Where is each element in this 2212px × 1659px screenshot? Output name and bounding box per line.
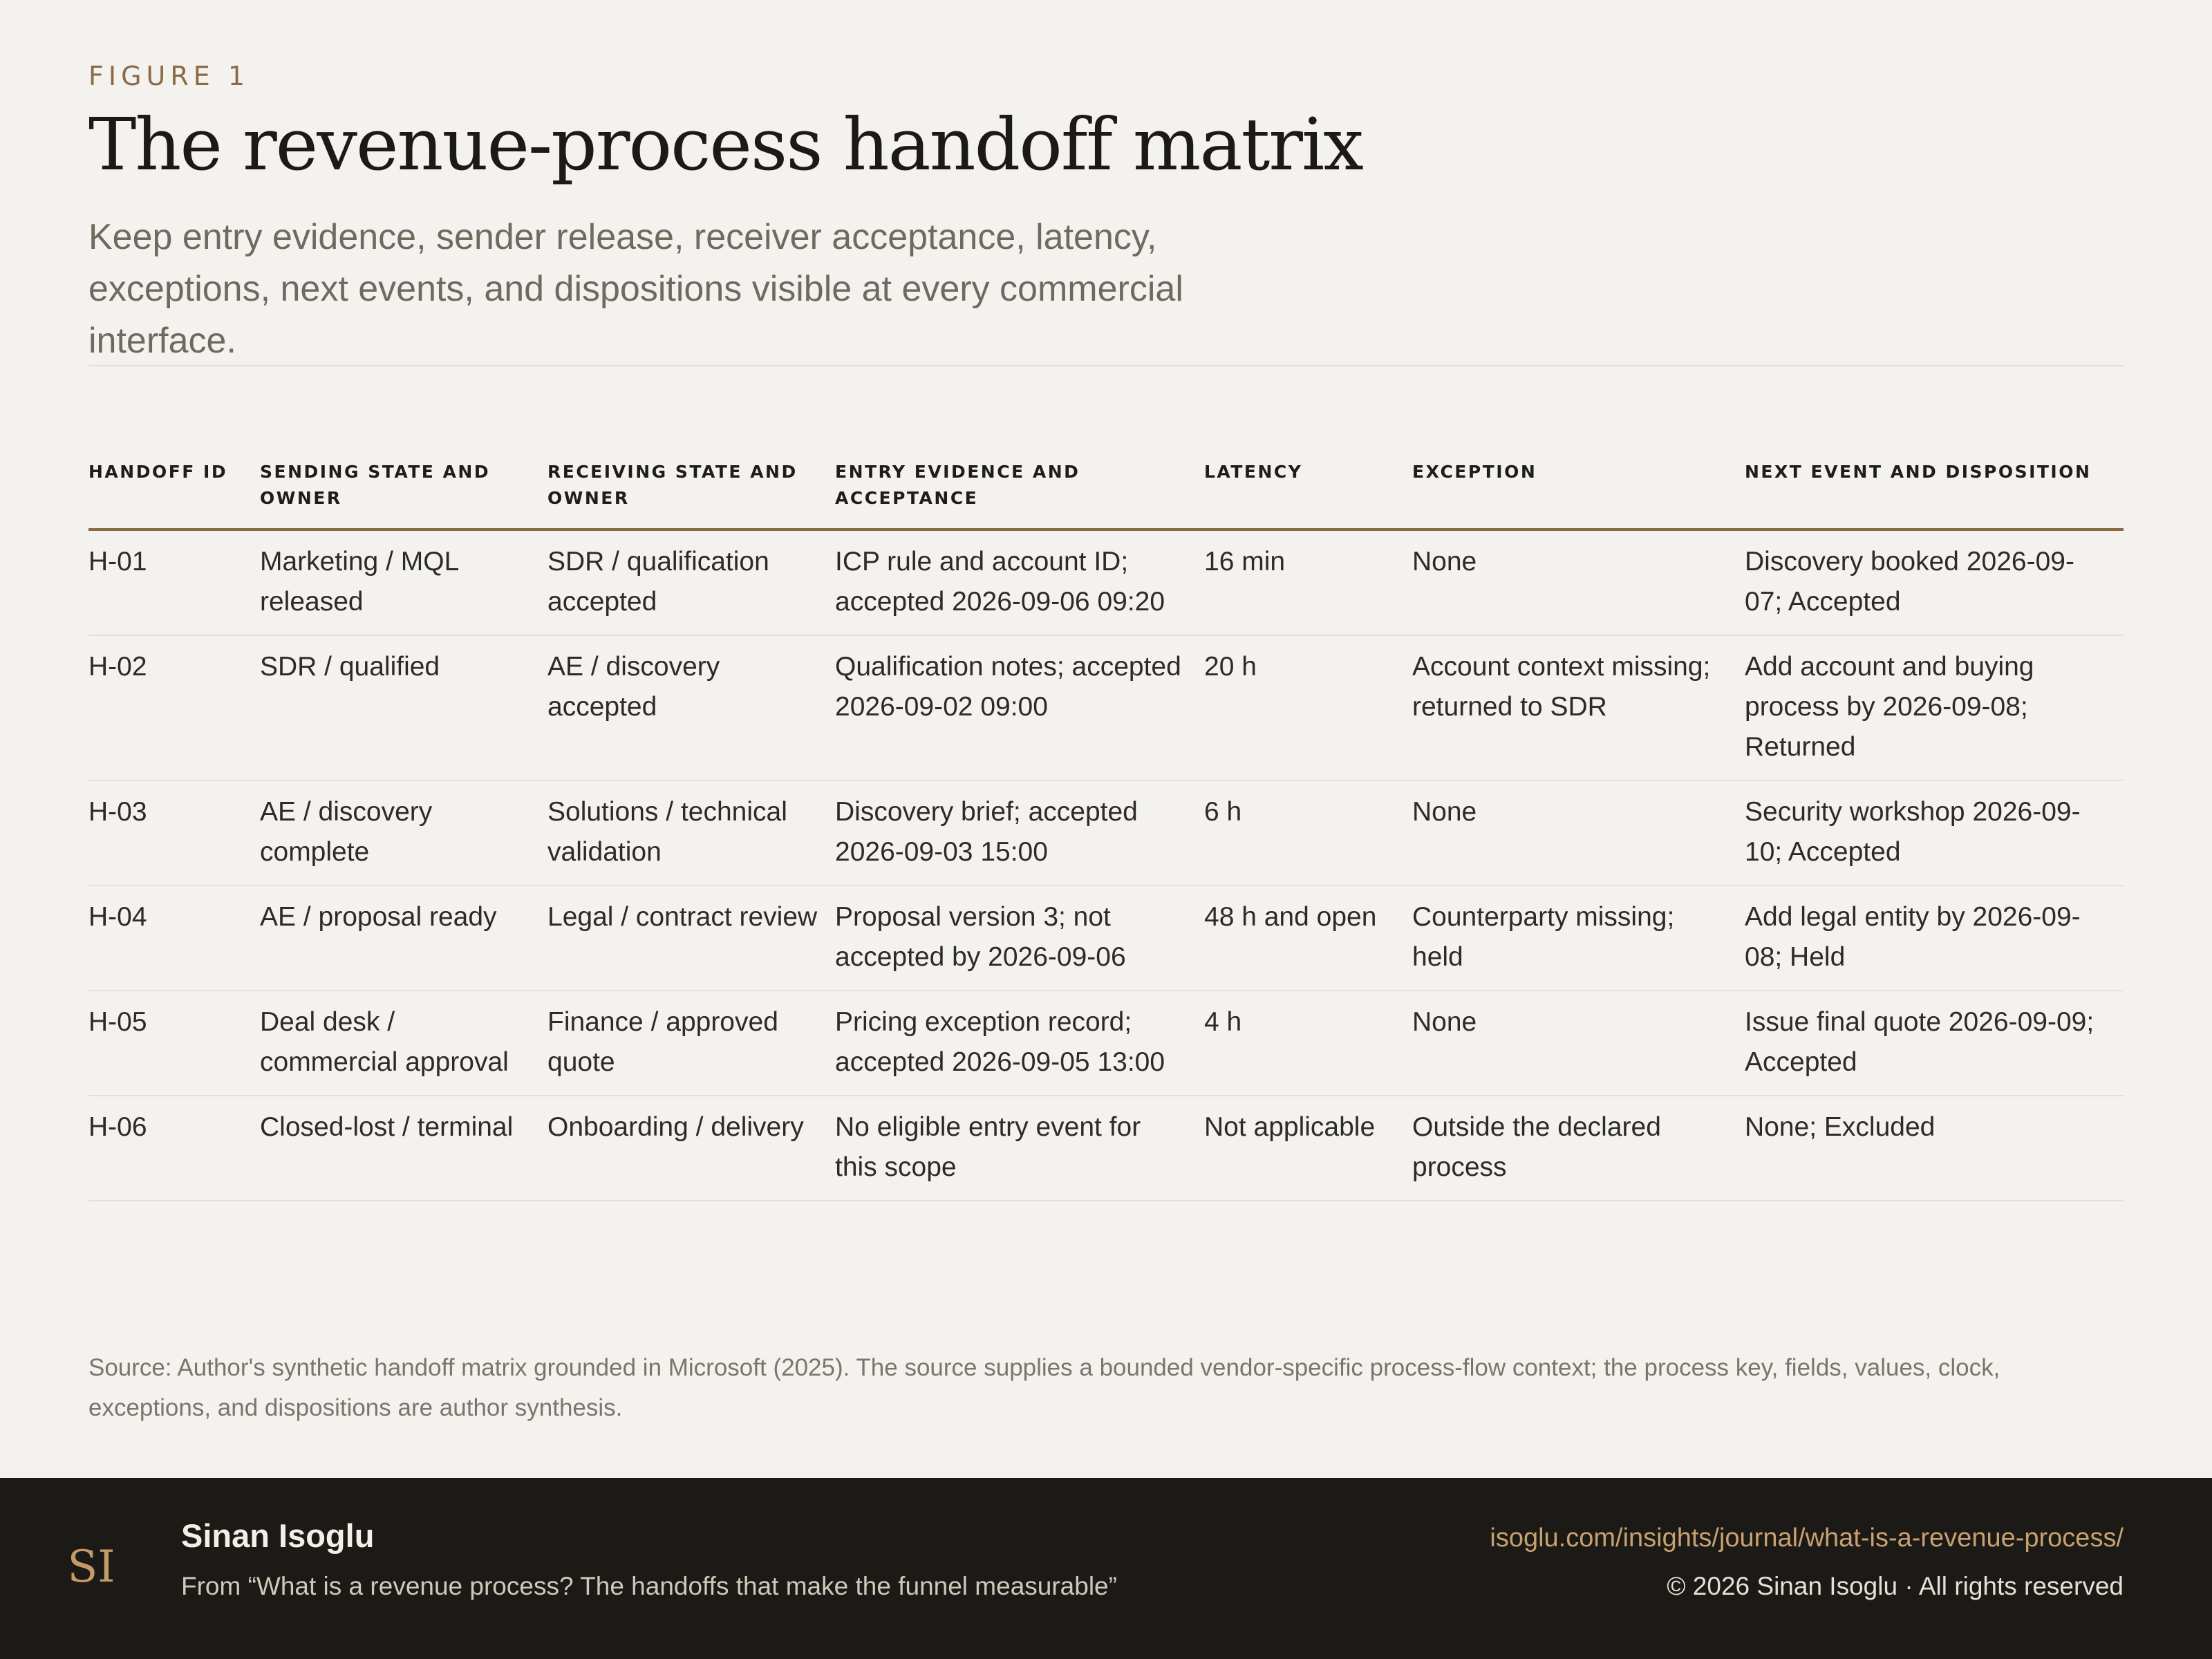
exception-cell: None bbox=[1412, 780, 1745, 886]
author-monogram-logo: SI bbox=[67, 1541, 115, 1593]
author-name: Sinan Isoglu bbox=[181, 1517, 375, 1554]
exception-cell: Counterparty missing; held bbox=[1412, 885, 1745, 991]
receiving-state-cell: Onboarding / delivery bbox=[547, 1096, 835, 1201]
table-header-row: HANDOFF ID SENDING STATE AND OWNER RECEI… bbox=[88, 449, 2124, 531]
table-row: H-04 AE / proposal ready Legal / contrac… bbox=[88, 885, 2124, 991]
entry-evidence-cell: ICP rule and account ID; accepted 2026-0… bbox=[835, 529, 1204, 636]
column-header: LATENCY bbox=[1204, 449, 1412, 531]
sending-state-cell: Closed-lost / terminal bbox=[260, 1096, 547, 1201]
exception-cell: None bbox=[1412, 991, 1745, 1096]
table-row: H-02 SDR / qualified AE / discovery acce… bbox=[88, 635, 2124, 781]
exception-cell: Account context missing; returned to SDR bbox=[1412, 635, 1745, 781]
latency-cell: 6 h bbox=[1204, 780, 1412, 886]
copyright-notice: © 2026 Sinan Isoglu · All rights reserve… bbox=[1667, 1572, 2124, 1600]
handoff-id-cell: H-02 bbox=[88, 635, 260, 781]
receiving-state-cell: AE / discovery accepted bbox=[547, 635, 835, 781]
receiving-state-cell: Finance / approved quote bbox=[547, 991, 835, 1096]
latency-cell: 4 h bbox=[1204, 991, 1412, 1096]
next-event-cell: Discovery booked 2026-09-07; Accepted bbox=[1745, 529, 2124, 636]
column-header: RECEIVING STATE AND OWNER bbox=[547, 449, 835, 531]
entry-evidence-cell: Discovery brief; accepted 2026-09-03 15:… bbox=[835, 780, 1204, 886]
receiving-state-cell: SDR / qualification accepted bbox=[547, 529, 835, 636]
entry-evidence-cell: No eligible entry event for this scope bbox=[835, 1096, 1204, 1201]
article-link[interactable]: isoglu.com/insights/journal/what-is-a-re… bbox=[1490, 1524, 2124, 1553]
page-title: The revenue-process handoff matrix bbox=[88, 102, 1364, 187]
sending-state-cell: SDR / qualified bbox=[260, 635, 547, 781]
svg-text:SI: SI bbox=[67, 1541, 115, 1593]
figure-label: FIGURE 1 bbox=[88, 61, 250, 91]
article-reference: From “What is a revenue process? The han… bbox=[181, 1572, 1117, 1600]
latency-cell: 20 h bbox=[1204, 635, 1412, 781]
column-header: ENTRY EVIDENCE AND ACCEPTANCE bbox=[835, 449, 1204, 531]
table-row: H-01 Marketing / MQL released SDR / qual… bbox=[88, 529, 2124, 636]
sending-state-cell: Deal desk / commercial approval bbox=[260, 991, 547, 1096]
column-header: EXCEPTION bbox=[1412, 449, 1745, 531]
sending-state-cell: AE / proposal ready bbox=[260, 885, 547, 991]
sending-state-cell: AE / discovery complete bbox=[260, 780, 547, 886]
page-subtitle: Keep entry evidence, sender release, rec… bbox=[88, 217, 1183, 361]
next-event-cell: Add legal entity by 2026-09-08; Held bbox=[1745, 885, 2124, 991]
latency-cell: 16 min bbox=[1204, 529, 1412, 636]
entry-evidence-cell: Qualification notes; accepted 2026-09-02… bbox=[835, 635, 1204, 781]
table-row: H-03 AE / discovery complete Solutions /… bbox=[88, 780, 2124, 886]
next-event-cell: None; Excluded bbox=[1745, 1096, 2124, 1201]
header-divider bbox=[88, 365, 2124, 366]
column-header: SENDING STATE AND OWNER bbox=[260, 449, 547, 531]
exception-cell: Outside the declared process bbox=[1412, 1096, 1745, 1201]
table-row: H-05 Deal desk / commercial approval Fin… bbox=[88, 991, 2124, 1096]
receiving-state-cell: Solutions / technical validation bbox=[547, 780, 835, 886]
entry-evidence-cell: Pricing exception record; accepted 2026-… bbox=[835, 991, 1204, 1096]
handoff-id-cell: H-03 bbox=[88, 780, 260, 886]
source-note: Source: Author's synthetic handoff matri… bbox=[88, 1354, 2000, 1421]
sending-state-cell: Marketing / MQL released bbox=[260, 529, 547, 636]
handoff-id-cell: H-05 bbox=[88, 991, 260, 1096]
column-header: HANDOFF ID bbox=[88, 449, 260, 531]
handoff-matrix-table: HANDOFF ID SENDING STATE AND OWNER RECEI… bbox=[88, 449, 2124, 1201]
handoff-id-cell: H-01 bbox=[88, 529, 260, 636]
latency-cell: Not applicable bbox=[1204, 1096, 1412, 1201]
page-footer: SI Sinan Isoglu From “What is a revenue … bbox=[0, 1478, 2212, 1659]
latency-cell: 48 h and open bbox=[1204, 885, 1412, 991]
column-header: NEXT EVENT AND DISPOSITION bbox=[1745, 449, 2124, 531]
table-row: H-06 Closed-lost / terminal Onboarding /… bbox=[88, 1096, 2124, 1201]
next-event-cell: Add account and buying process by 2026-0… bbox=[1745, 635, 2124, 781]
next-event-cell: Security workshop 2026-09-10; Accepted bbox=[1745, 780, 2124, 886]
entry-evidence-cell: Proposal version 3; not accepted by 2026… bbox=[835, 885, 1204, 991]
exception-cell: None bbox=[1412, 529, 1745, 636]
handoff-id-cell: H-04 bbox=[88, 885, 260, 991]
receiving-state-cell: Legal / contract review bbox=[547, 885, 835, 991]
handoff-id-cell: H-06 bbox=[88, 1096, 260, 1201]
next-event-cell: Issue final quote 2026-09-09; Accepted bbox=[1745, 991, 2124, 1096]
